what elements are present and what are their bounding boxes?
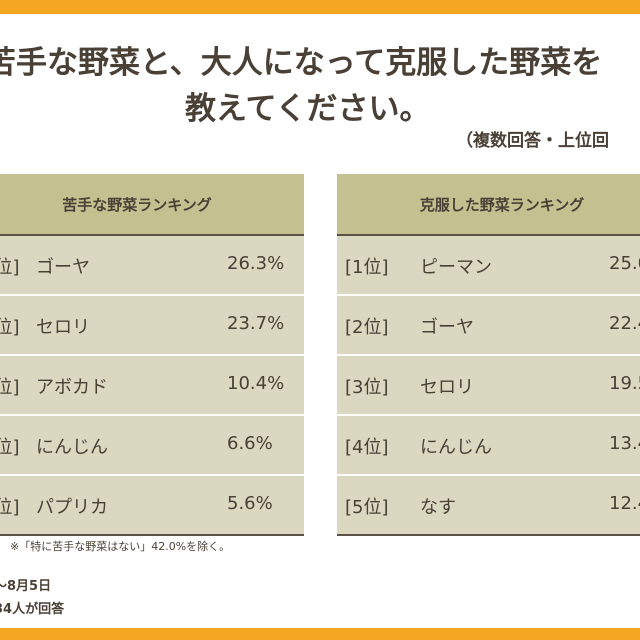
overcome-table-body: [1位] ピーマン 25.0 [2位] ゴーヤ 22.4 [3位] セロリ 19.5 [4位] にん… [337, 236, 640, 534]
item-cell: ゴーヤ [36, 257, 90, 278]
value-label: 25.0 [609, 253, 640, 274]
rank-cell: [5位] [345, 497, 389, 518]
title-line-2: 教えてください。 [185, 91, 431, 127]
table-row: [5位] なす 12.4 [337, 476, 640, 534]
table-row: [1位] ピーマン 25.0 [337, 236, 640, 296]
infographic-canvas: 苦手な野菜と、大人になって克服した野菜を 教えてください。 （複数回答・上位回 … [0, 14, 640, 628]
table-row: [2位] ゴーヤ 22.4 [337, 296, 640, 356]
rank-cell: [2位] [345, 317, 389, 338]
value-label: 10.4% [227, 373, 285, 394]
table-row: 1位] ゴーヤ 26.3% [0, 236, 304, 296]
value-label: 22.4 [609, 313, 640, 334]
subtitle: （複数回答・上位回 [456, 131, 609, 151]
overcome-table-header: 克服した野菜ランキング [337, 174, 640, 236]
value-label: 23.7% [227, 313, 285, 334]
item-cell: なす [420, 497, 456, 518]
survey-period: 〜8月5日 [0, 579, 52, 594]
title-line-1: 苦手な野菜と、大人になって克服した野菜を [0, 45, 603, 81]
item-cell: ゴーヤ [420, 317, 474, 338]
rank-cell: 2位] [0, 317, 20, 338]
overcome-vegetables-table: 克服した野菜ランキング [1位] ピーマン 25.0 [2位] ゴーヤ 22.4 [3位] セ… [337, 174, 640, 536]
rank-cell: 3位] [0, 377, 20, 398]
item-cell: セロリ [420, 377, 474, 398]
rank-cell: 1位] [0, 257, 20, 278]
footnote: ※「特に苦手な野菜はない」42.0%を除く。 [10, 540, 231, 553]
disliked-table-body: 1位] ゴーヤ 26.3% 2位] セロリ 23.7% 3位] アボカド 10.4% 4位] にんじ… [0, 236, 304, 534]
rank-cell: [1位] [345, 257, 389, 278]
item-cell: にんじん [36, 437, 108, 458]
rank-cell: [4位] [345, 437, 389, 458]
value-label: 12.4 [609, 493, 640, 514]
respondent-count: 34人が回答 [0, 602, 65, 617]
value-label: 26.3% [227, 253, 285, 274]
value-label: 13.4 [609, 433, 640, 454]
item-cell: セロリ [36, 317, 90, 338]
table-row: 3位] アボカド 10.4% [0, 356, 304, 416]
page-title: 苦手な野菜と、大人になって克服した野菜を 教えてください。 [0, 40, 602, 132]
item-cell: ピーマン [420, 257, 492, 278]
item-cell: アボカド [36, 377, 108, 398]
table-row: 5位] パプリカ 5.6% [0, 476, 304, 534]
table-row: 2位] セロリ 23.7% [0, 296, 304, 356]
value-label: 19.5 [609, 373, 640, 394]
rank-cell: 4位] [0, 437, 20, 458]
table-row: [3位] セロリ 19.5 [337, 356, 640, 416]
rank-cell: 5位] [0, 497, 20, 518]
table-row: 4位] にんじん 6.6% [0, 416, 304, 476]
table-row: [4位] にんじん 13.4 [337, 416, 640, 476]
disliked-vegetables-table: 苦手な野菜ランキング 1位] ゴーヤ 26.3% 2位] セロリ 23.7% 3位] アボカド… [0, 174, 304, 536]
item-cell: パプリカ [36, 497, 108, 518]
rank-cell: [3位] [345, 377, 389, 398]
disliked-table-header: 苦手な野菜ランキング [0, 174, 304, 236]
value-label: 6.6% [227, 433, 273, 454]
item-cell: にんじん [420, 437, 492, 458]
value-label: 5.6% [227, 493, 273, 514]
